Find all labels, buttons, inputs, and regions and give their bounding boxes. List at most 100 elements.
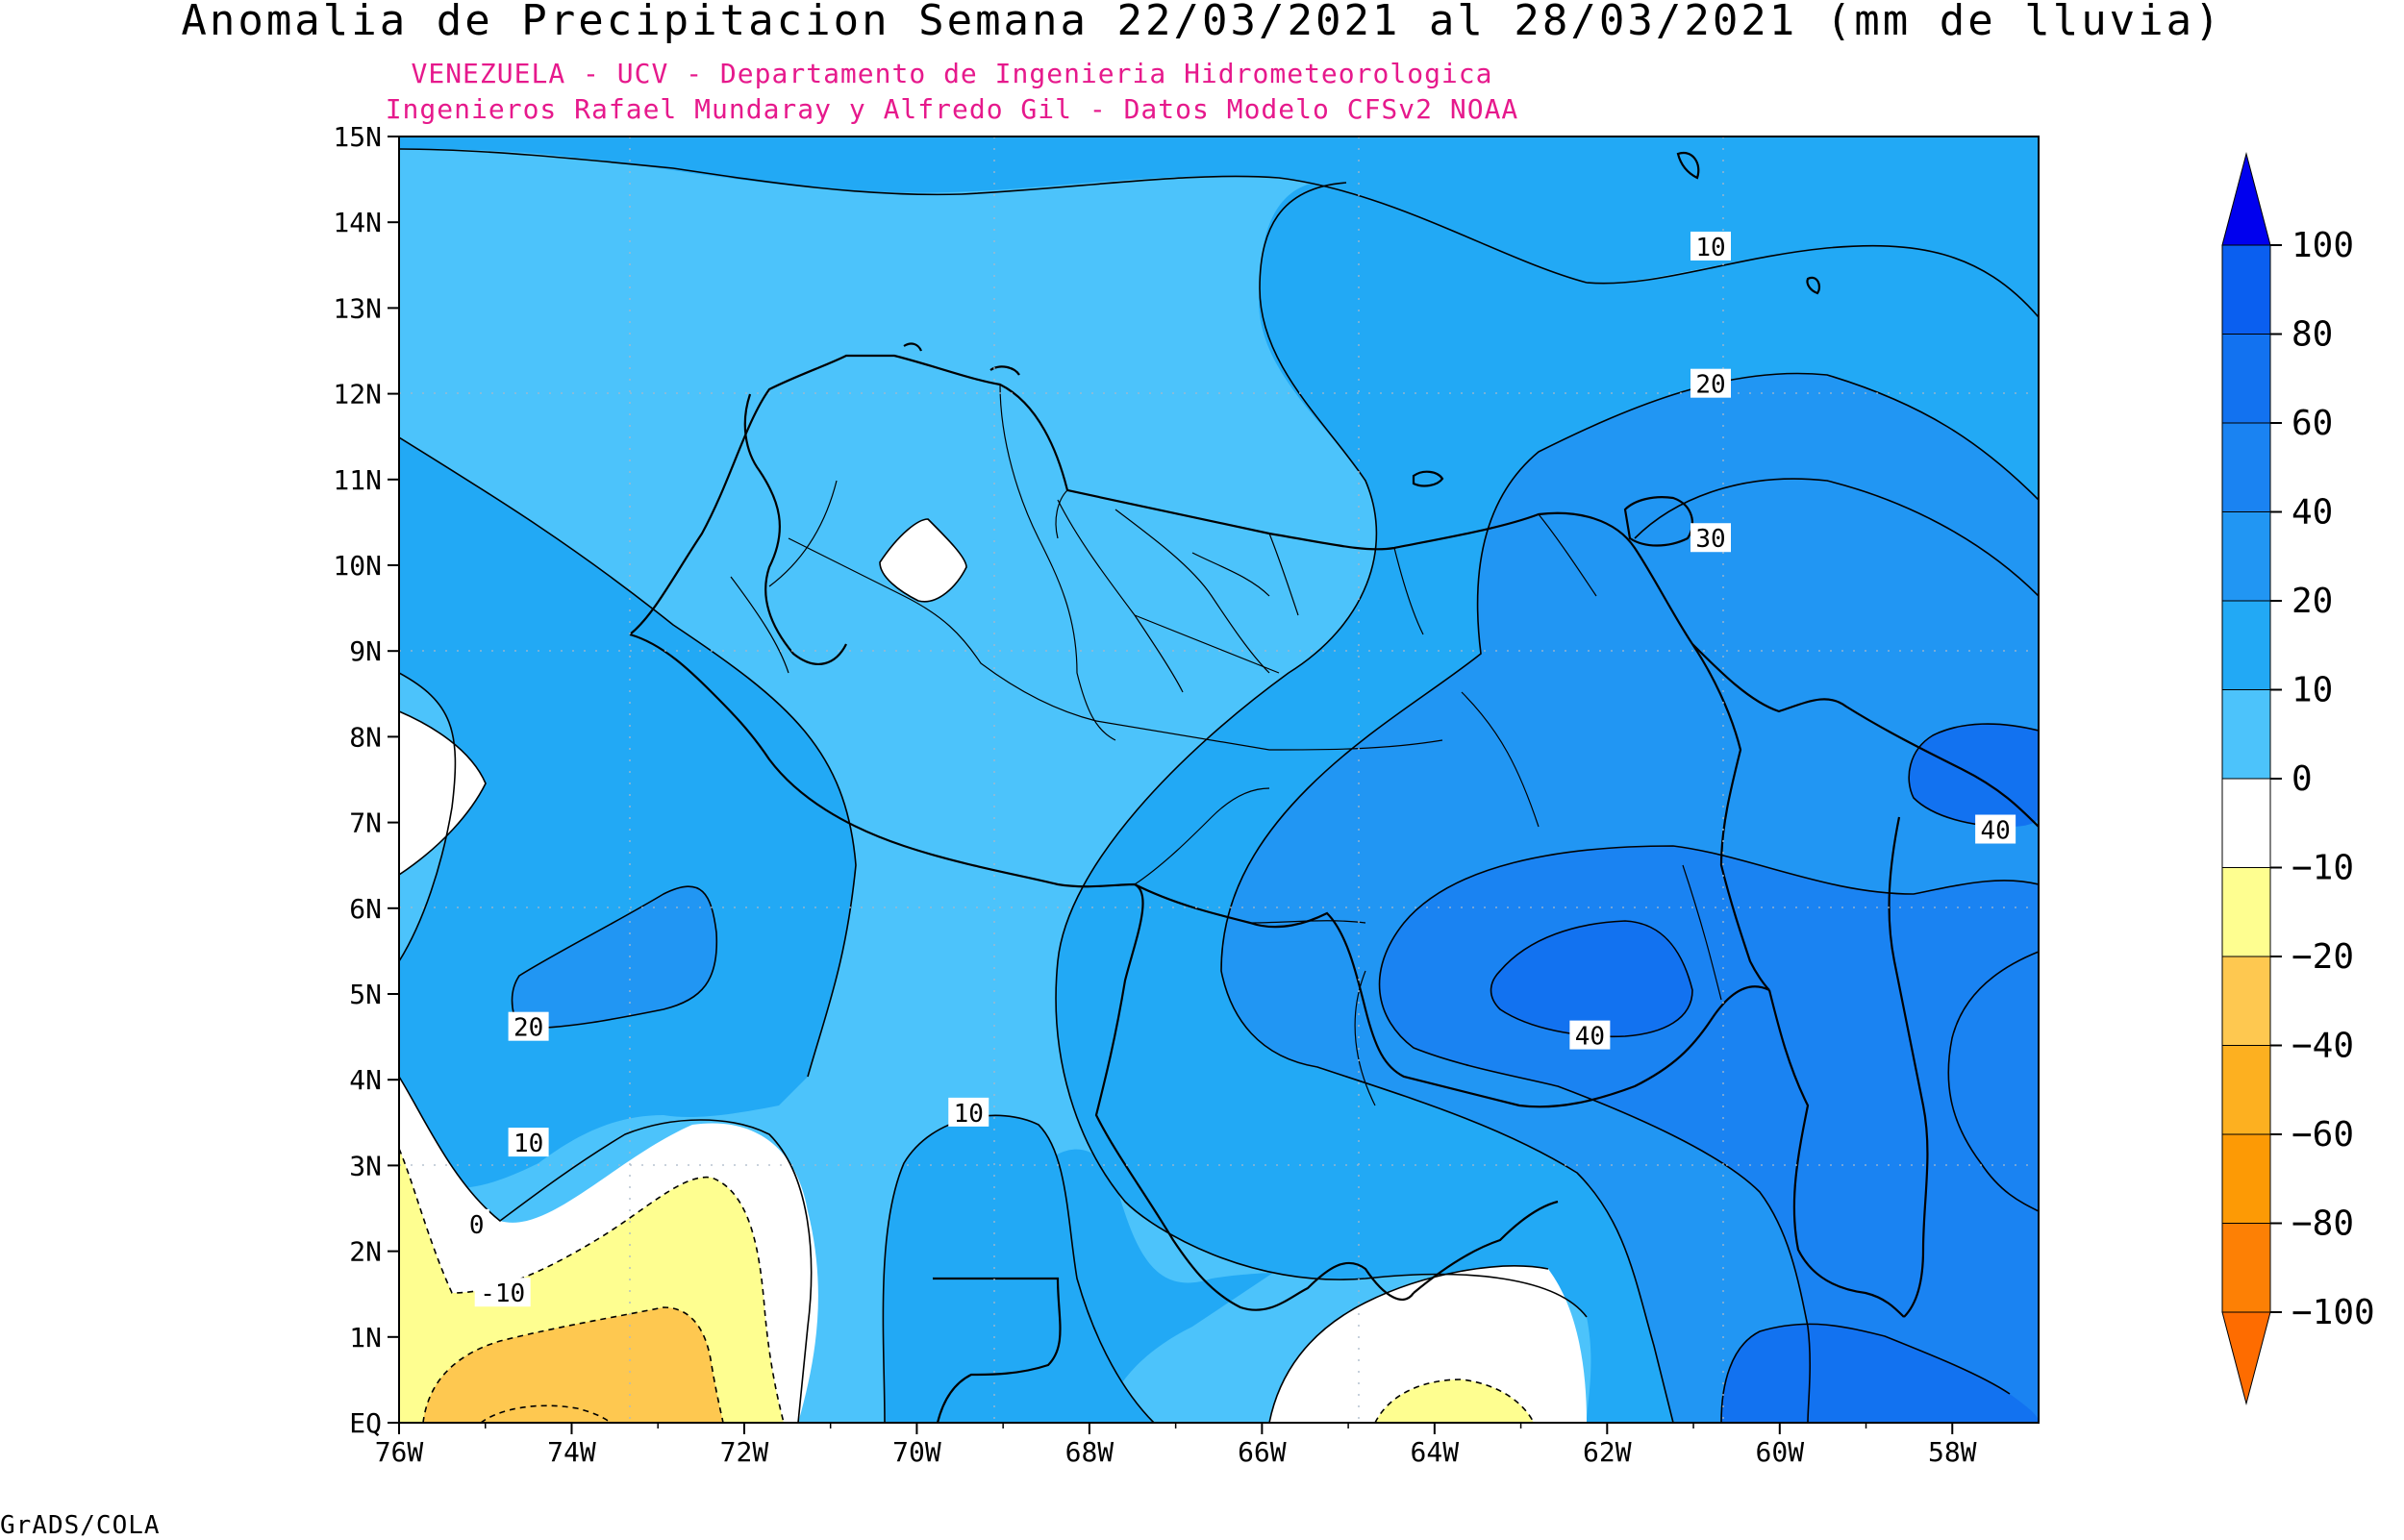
state-boundary-17 — [1354, 970, 1376, 1106]
colorbar-label: 60 — [2291, 404, 2333, 443]
state-boundary-11 — [1095, 720, 1443, 751]
contour-label-bg — [474, 1278, 531, 1307]
state-boundary-7 — [1268, 533, 1299, 616]
island-north — [1676, 151, 1700, 180]
plot-frame — [398, 136, 2040, 1424]
contour-line-neg20-southwest — [422, 1306, 724, 1423]
contour-line-10-central — [1055, 182, 1588, 1318]
subtitle-institution: VENEZUELA - UCV - Departamento de Ingeni… — [411, 58, 1493, 89]
contour-label-bg — [1690, 231, 1731, 261]
contour-line-40-southeast — [1720, 1323, 2011, 1423]
contour-line-10-north — [399, 148, 1588, 284]
lon-tick-label: 68W — [1065, 1436, 1114, 1468]
contour-label-bg — [508, 1128, 549, 1157]
latitude-axis: 15N 14N 13N 12N 11N 10N 9N 8N 7N 6N 5N 4N 3N 2N 1N EQ — [333, 121, 399, 1439]
contour-line-neg40-southwest — [480, 1404, 612, 1423]
colorbar-segment — [2221, 600, 2271, 690]
lat-tick-label: EQ — [349, 1407, 382, 1439]
lat-tick-label: 9N — [349, 635, 382, 667]
colorbar-label: 0 — [2291, 759, 2313, 799]
colorbar-segment — [2221, 689, 2271, 780]
fill-yellow-south-central — [1375, 1379, 1534, 1423]
venezuela-north-coast — [629, 354, 1693, 645]
contour-label: 20 — [1695, 371, 1725, 400]
contour-label: -10 — [480, 1279, 525, 1308]
state-boundary-16 — [730, 576, 789, 674]
contour-line-0-west — [399, 710, 487, 876]
colorbar-segment — [2221, 1133, 2271, 1224]
guyana-coast — [1691, 643, 2039, 828]
state-boundary-9 — [1393, 547, 1424, 635]
colorbar-segment — [2221, 334, 2271, 424]
contour-label: 40 — [1980, 817, 2010, 846]
lat-tick-label: 5N — [349, 979, 382, 1010]
colorbar-label: −100 — [2291, 1293, 2375, 1332]
contour-line-10-southwest — [399, 672, 457, 962]
fill-40-60-center — [1490, 921, 1692, 1037]
fill-10-20-top-band — [399, 137, 2039, 317]
contour-label-bg — [1690, 368, 1731, 398]
lat-tick-label: 15N — [333, 121, 382, 153]
colorbar-label: −10 — [2291, 849, 2354, 888]
contour-label-bg — [1975, 814, 2016, 844]
state-boundary-18 — [1682, 864, 1722, 1001]
trinidad — [1623, 496, 1694, 547]
lat-tick-label: 1N — [349, 1322, 382, 1354]
fill-10-20-south-mid — [883, 1115, 1154, 1423]
colorbar-segment — [2221, 867, 2271, 957]
colorbar-bottom-arrow — [2221, 1311, 2271, 1405]
state-boundary-12 — [1134, 787, 1270, 885]
fill-20-30-west-blob — [512, 886, 717, 1029]
state-boundary-15 — [768, 480, 838, 587]
island-east — [1806, 276, 1821, 295]
lon-tick-label: 76W — [375, 1436, 424, 1468]
lat-tick-label: 14N — [333, 207, 382, 238]
colorbar-label: −60 — [2291, 1115, 2354, 1155]
lon-tick-label: 60W — [1756, 1436, 1805, 1468]
state-boundary-1 — [788, 537, 1097, 722]
lon-tick-label: 72W — [720, 1436, 769, 1468]
contour-line-40-east — [1908, 723, 2039, 828]
lat-tick-label: 10N — [333, 550, 382, 582]
contour-line-40-center — [1490, 920, 1693, 1038]
colorbar-label: −40 — [2291, 1027, 2354, 1066]
state-boundary-10 — [1538, 513, 1597, 597]
state-boundary-5 — [1134, 614, 1280, 674]
fill-white-west — [399, 711, 486, 875]
state-boundary-3 — [1057, 499, 1184, 693]
contour-line-10-sw-curve — [399, 1076, 813, 1423]
lat-tick-label: 13N — [333, 292, 382, 324]
lon-tick-label: 66W — [1238, 1436, 1287, 1468]
contour-line-10-east — [1586, 244, 2039, 318]
contour-label: 10 — [954, 1100, 984, 1129]
colorbar-segment — [2221, 1223, 2271, 1313]
contour-label: 10 — [1695, 234, 1725, 262]
venezuela-guyana-border — [1691, 643, 1770, 991]
colombia-south — [933, 1277, 1062, 1423]
contour-label-bg — [508, 1011, 549, 1041]
lat-tick-label: 3N — [349, 1150, 382, 1181]
contour-labels: 10 20 30 40 40 20 10 10 0 -10 — [463, 231, 2016, 1308]
state-boundary-13 — [1249, 920, 1366, 924]
colorbar-segment — [2221, 778, 2271, 868]
colorbar-segment — [2221, 511, 2271, 602]
lon-tick-label: 62W — [1583, 1436, 1632, 1468]
colorbar-segment — [2221, 422, 2271, 512]
lon-tick-label: 70W — [892, 1436, 941, 1468]
colorbar-segment — [2221, 244, 2271, 335]
state-boundary-8 — [1055, 489, 1068, 539]
colorbar-label: 20 — [2291, 582, 2333, 621]
fill-white-south-central — [1269, 1265, 1587, 1423]
country-boundaries — [629, 151, 2039, 1423]
lat-tick-label: 7N — [349, 807, 382, 839]
subtitle-authors: Ingenieros Rafael Mundaray y Alfredo Gil… — [385, 93, 1519, 125]
contour-line-0-south-central — [1268, 1265, 1549, 1423]
fill-white-lake-region — [880, 519, 966, 602]
margarita-island — [1412, 470, 1444, 487]
contour-label: 30 — [1695, 525, 1725, 554]
guyana-suriname-border — [1888, 816, 1929, 1318]
curacao — [989, 365, 1020, 376]
lat-tick-label: 2N — [349, 1236, 382, 1268]
